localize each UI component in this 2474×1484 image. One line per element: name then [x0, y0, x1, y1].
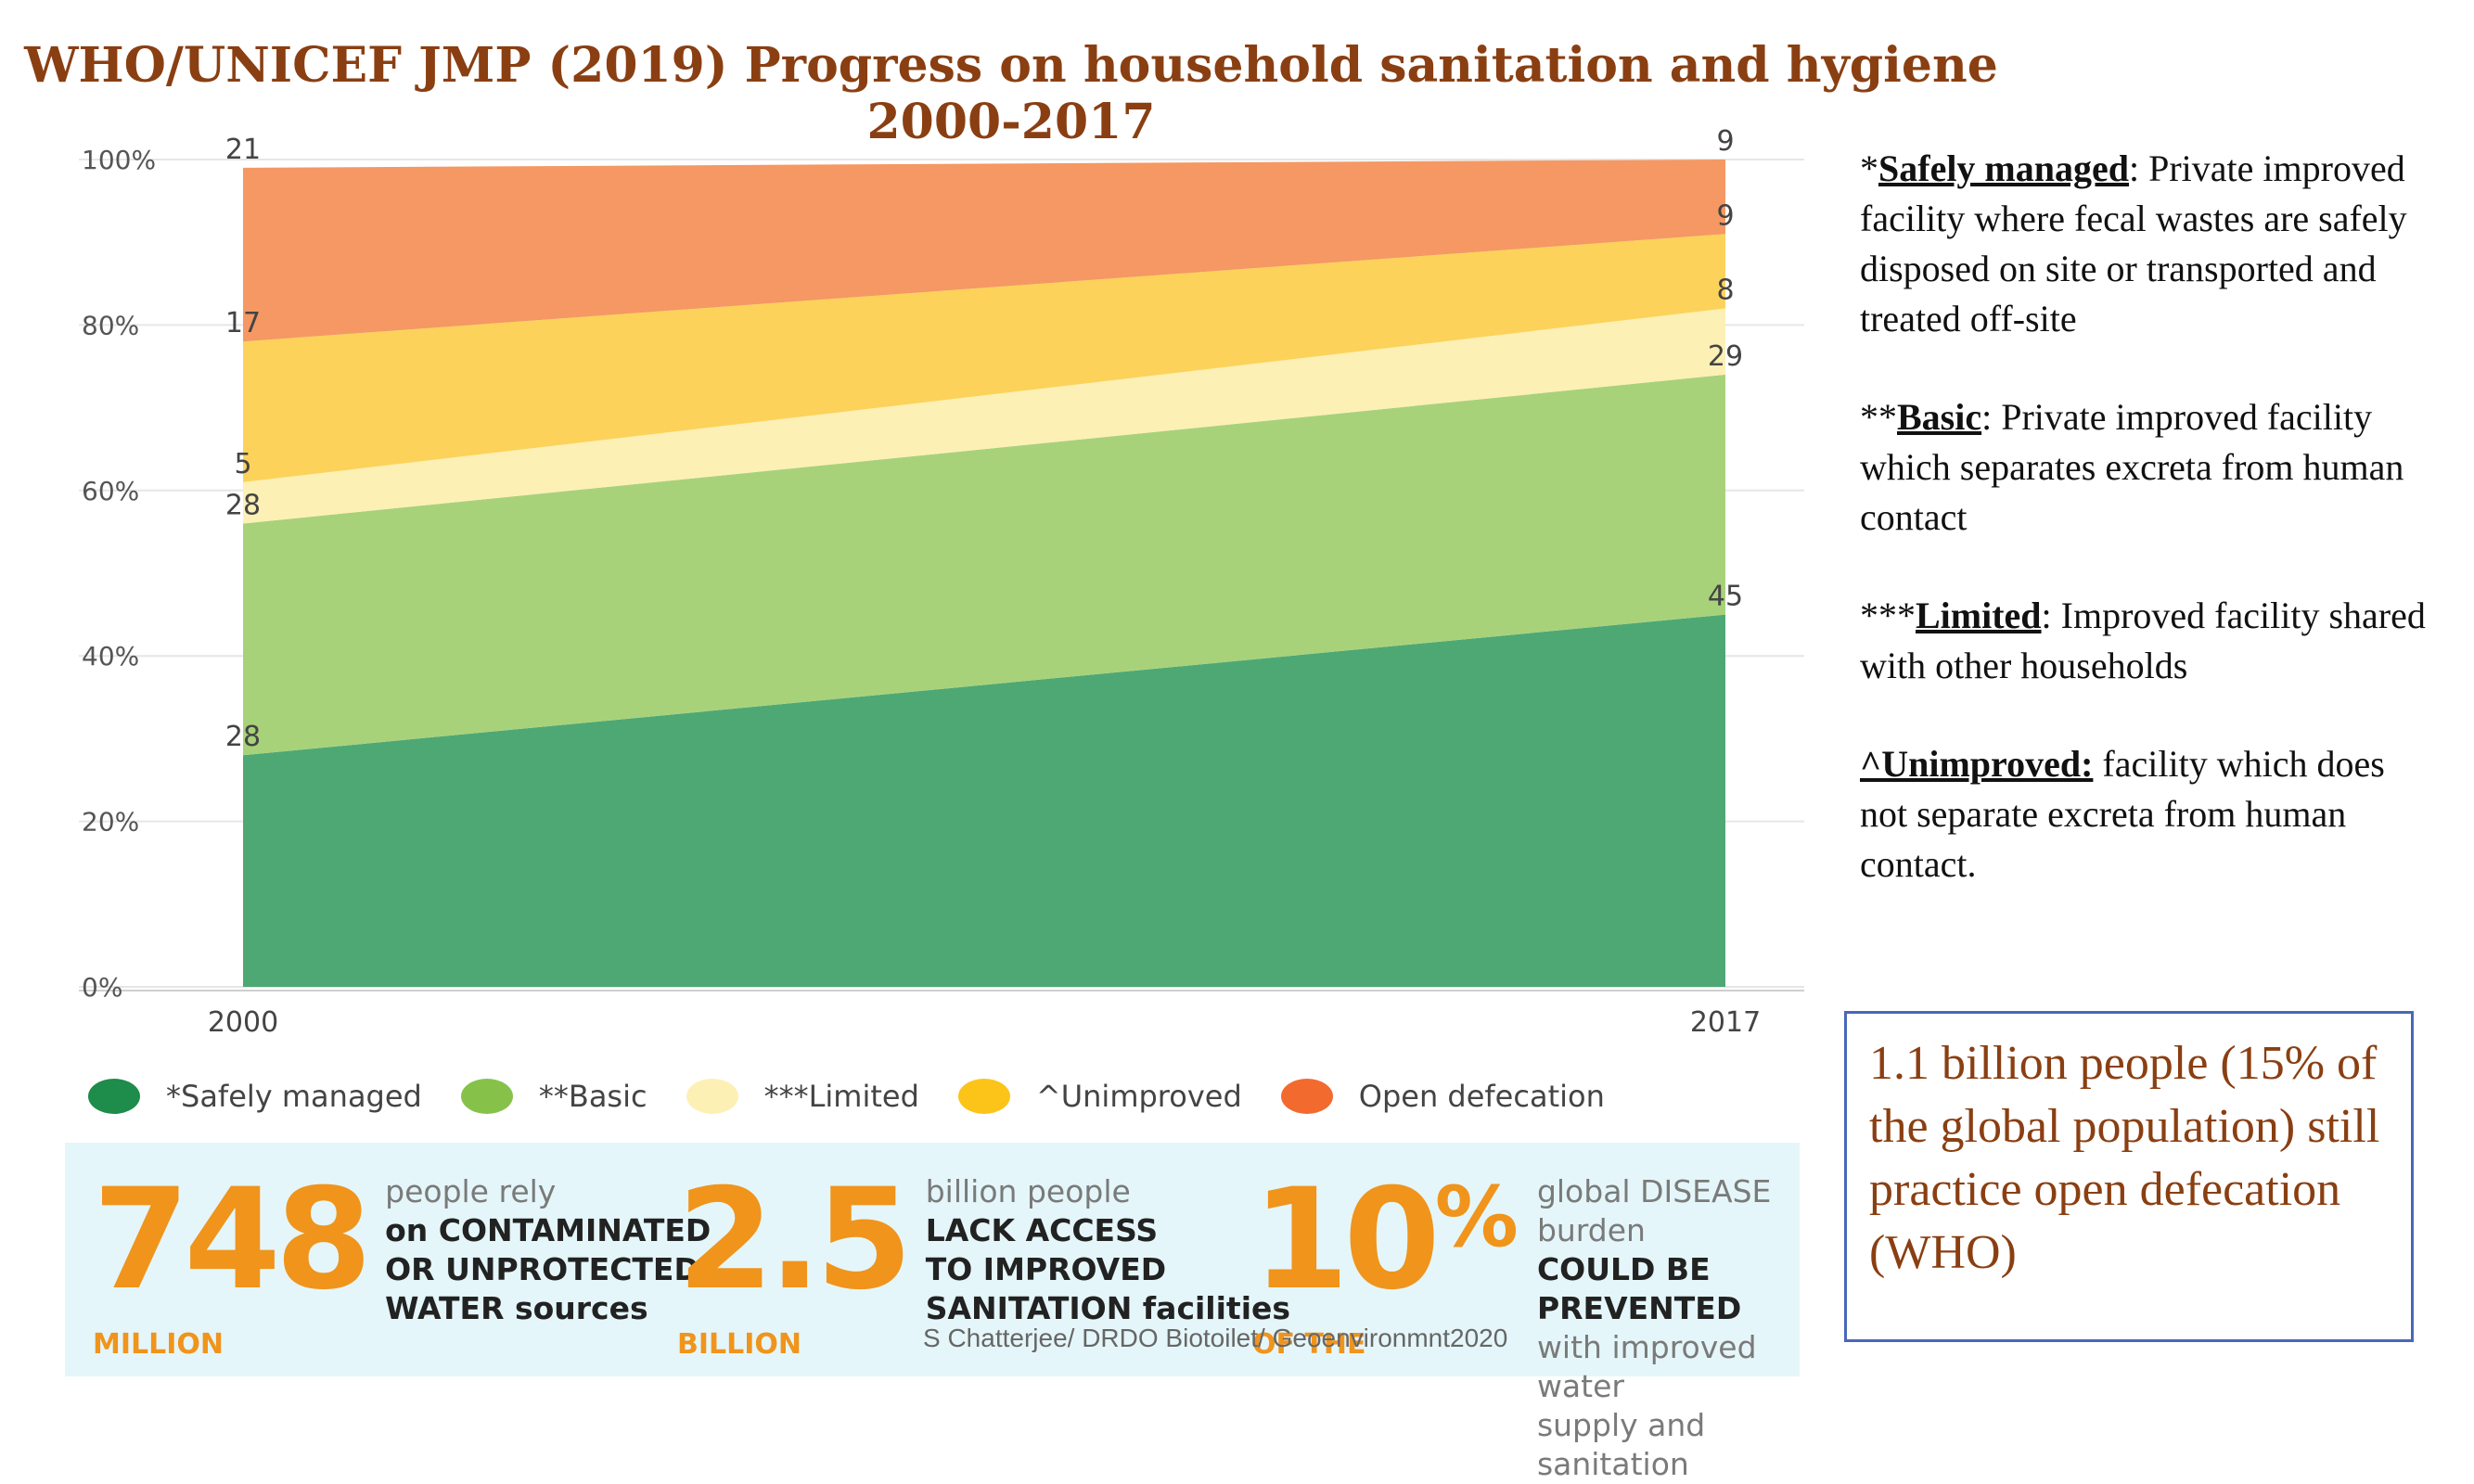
legend-label: **Basic: [538, 1079, 647, 1114]
y-tick-label: 20%: [82, 807, 139, 838]
x-tick-label: 2017: [1690, 1006, 1761, 1039]
stat-unit: BILLION: [677, 1328, 802, 1361]
stat-sanitation-access: 2.5 BILLION billion people LACK ACCESS T…: [677, 1159, 1290, 1361]
legend-label: ***Limited: [763, 1079, 919, 1114]
legend-swatch: [1280, 1079, 1333, 1114]
definition-basic: **Basic: Private improved facility which…: [1860, 396, 2404, 538]
stat-text: global DISEASE burden COULD BE PREVENTED…: [1536, 1173, 1772, 1482]
legend-label: ^Unimproved: [1035, 1079, 1242, 1114]
data-label: 21: [225, 134, 261, 166]
stat-unit: OF THE: [1252, 1328, 1366, 1361]
y-tick-label: 100%: [82, 145, 156, 175]
area-limited: [243, 308, 1725, 524]
definitions-panel: *Safely managed: Private improved facili…: [1860, 144, 2435, 938]
open-defecation-note: 1.1 billion people (15% of the global po…: [1844, 1011, 2414, 1342]
stat-number: 2.5: [677, 1159, 913, 1321]
legend-swatch: [686, 1079, 738, 1114]
definition-term: ^Unimproved:: [1860, 743, 2094, 785]
area-unimproved: [243, 234, 1725, 482]
data-label: 29: [1708, 340, 1743, 373]
data-label: 17: [225, 307, 261, 339]
legend-item: Open defecation: [1280, 1079, 1605, 1114]
legend-item: ***Limited: [686, 1079, 919, 1114]
data-label: 45: [1708, 581, 1743, 613]
area-basic: [243, 374, 1725, 756]
chart-legend: *Safely managed **Basic ***Limited ^Unimpro…: [88, 1076, 1644, 1117]
stat-number: 10: [1252, 1159, 1441, 1321]
y-tick-label: 0%: [82, 972, 122, 1003]
legend-item: **Basic: [460, 1079, 647, 1114]
legend-swatch: [460, 1079, 513, 1114]
area-open-defecation: [243, 160, 1725, 342]
stat-percent: %: [1434, 1169, 1519, 1266]
stat-text: people rely on CONTAMINATED OR UNPROTECT…: [385, 1173, 711, 1326]
legend-swatch: [88, 1079, 140, 1114]
data-label: 28: [225, 489, 261, 521]
x-tick-label: 2000: [208, 1006, 278, 1039]
stat-contaminated-water: 748 MILLION people rely on CONTAMINATED …: [93, 1159, 711, 1361]
data-label: 9: [1716, 125, 1734, 158]
definition-term: Limited: [1916, 595, 2042, 636]
definition-term: Safely managed: [1878, 147, 2129, 189]
legend-swatch: [957, 1079, 1010, 1114]
data-label: 8: [1716, 275, 1734, 307]
definition-term: Basic: [1897, 396, 1982, 438]
y-tick-label: 80%: [82, 310, 139, 340]
stacked-area-chart: 0% 20% 40% 60% 80% 100% 2000 2017 28 45 28 29 5 8 17…: [79, 125, 1804, 1039]
area-safely-managed: [243, 614, 1725, 987]
definition-safely-managed: *Safely managed: Private improved facili…: [1860, 147, 2407, 339]
legend-label: *Safely managed: [166, 1079, 422, 1114]
data-label: 5: [234, 448, 251, 480]
data-label: 28: [225, 721, 261, 753]
y-tick-label: 60%: [82, 476, 139, 506]
credit-text: S Chatterjee/ DRDO Biotoilet/ Geoenviron…: [923, 1324, 1508, 1352]
stat-text: billion people LACK ACCESS TO IMPROVED S…: [925, 1173, 1291, 1326]
stat-number: 748: [93, 1159, 372, 1321]
legend-item: ^Unimproved: [957, 1079, 1242, 1114]
legend-item: *Safely managed: [88, 1079, 422, 1114]
y-tick-label: 40%: [82, 641, 139, 672]
page-title: WHO/UNICEF JMP (2019) Progress on househ…: [24, 37, 1998, 150]
definition-unimproved: ^Unimproved: facility which does not sep…: [1860, 743, 2385, 885]
legend-label: Open defecation: [1358, 1079, 1605, 1114]
stat-unit: MILLION: [93, 1328, 224, 1361]
definition-limited: ***Limited: Improved facility shared wit…: [1860, 595, 2426, 686]
data-label: 9: [1716, 199, 1734, 232]
